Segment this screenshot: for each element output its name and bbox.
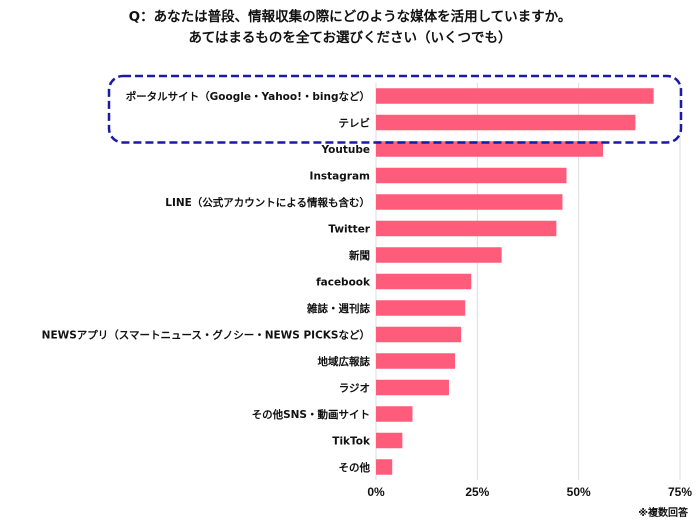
bar-14	[376, 459, 393, 475]
category-label-4: LINE（公式アカウントによる情報も含む）	[165, 196, 370, 209]
category-label-3: Instagram	[310, 171, 371, 183]
x-tick-label-1: 25%	[465, 485, 489, 499]
bar-4	[376, 194, 563, 210]
category-label-11: ラジオ	[339, 383, 370, 395]
category-label-12: その他SNS・動画サイト	[252, 408, 370, 421]
chart-title-line1: Q：あなたは普段、情報収集の際にどのような媒体を活用していますか。	[128, 9, 572, 25]
x-tick-label-2: 50%	[567, 485, 591, 499]
category-label-1: テレビ	[339, 117, 371, 130]
category-label-10: 地域広報誌	[318, 355, 371, 368]
category-label-6: 新聞	[349, 249, 370, 262]
bar-0	[376, 88, 654, 104]
bar-3	[376, 167, 567, 184]
bar-10	[376, 353, 456, 369]
bar-6	[376, 247, 502, 263]
category-label-7: facebook	[316, 277, 371, 289]
bar-13	[376, 432, 403, 449]
bar-8	[376, 300, 466, 316]
footnote: ※複数回答	[638, 508, 688, 519]
category-label-0: ポータルサイト（Google・Yahoo!・bingなど）	[126, 90, 370, 103]
bar-11	[376, 379, 449, 396]
bar-9	[376, 326, 462, 343]
chart-title-line2: あてはまるものを全てお選びください（いくつでも）	[188, 30, 512, 46]
bar-12	[376, 406, 413, 422]
x-tick-label-0: 0%	[367, 485, 385, 499]
category-label-9: NEWSアプリ（スマートニュース・グノシー・NEWS PICKSなど）	[42, 329, 370, 342]
category-label-14: その他	[339, 461, 371, 474]
bar-1	[376, 114, 636, 131]
bar-7	[376, 273, 472, 290]
category-label-13: TikTok	[332, 436, 371, 448]
bar-2	[376, 141, 603, 157]
highlight-box	[107, 74, 683, 144]
category-label-5: Twitter	[328, 224, 370, 236]
category-label-2: Youtube	[321, 144, 370, 156]
category-label-8: 雑誌・週刊誌	[306, 302, 370, 315]
x-tick-label-3: 75%	[668, 485, 692, 499]
bar-5	[376, 220, 557, 237]
